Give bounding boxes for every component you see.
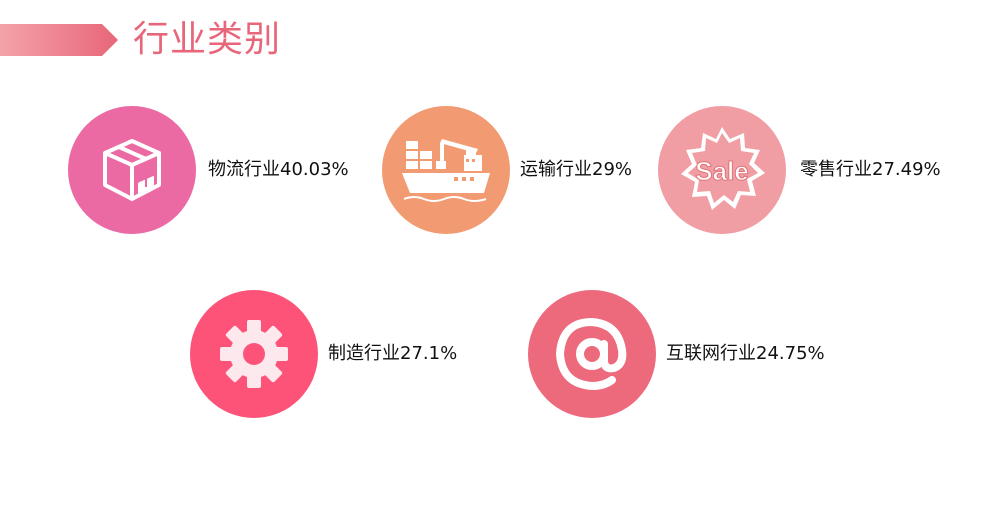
manufacturing-label: 制造行业27.1% [328,343,458,364]
gear-icon [220,320,288,388]
page-title: 行业类别 [133,19,282,60]
internet-label: 互联网行业24.75% [666,343,825,364]
package-box-icon [103,139,161,201]
logistics-label: 物流行业40.03% [208,159,349,180]
sale-badge-icon: Sale [681,127,765,210]
retail-label: 零售行业27.49% [800,159,941,180]
retail-circle: Sale [658,106,786,234]
sale-badge-text: Sale [695,156,749,186]
manufacturing-circle [190,290,318,418]
title-banner-arrow [0,24,118,56]
cargo-ship-icon [402,139,490,202]
logistics-circle [68,106,196,234]
transport-circle [382,106,510,234]
transport-label: 运输行业29% [520,159,633,180]
internet-circle [528,290,656,418]
at-sign-icon [555,317,627,391]
